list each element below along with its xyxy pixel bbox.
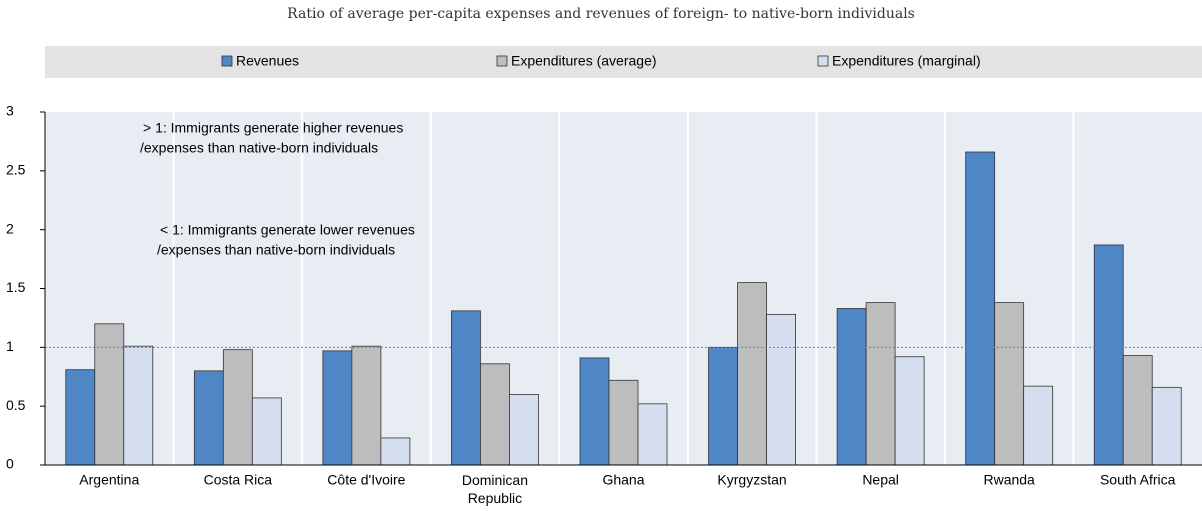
bar xyxy=(737,282,767,466)
legend-label: Expenditures (marginal) xyxy=(832,53,981,69)
y-tick-label: 2.5 xyxy=(6,162,26,178)
bar xyxy=(608,379,639,466)
bar xyxy=(193,370,224,466)
x-tick-label: South Africa xyxy=(1100,472,1176,488)
bar xyxy=(123,345,154,466)
legend-label: Revenues xyxy=(236,53,299,69)
x-tick-label: Dominican Republic xyxy=(462,472,528,506)
bar xyxy=(766,313,796,466)
x-tick-label: Nepal xyxy=(862,472,899,488)
bar xyxy=(451,310,481,466)
y-tick-label: 0 xyxy=(6,456,14,472)
legend-background xyxy=(45,46,1202,78)
bar xyxy=(894,356,925,466)
x-tick-label: Ghana xyxy=(602,472,644,488)
x-tick-label: Kyrgyzstan xyxy=(717,472,786,488)
bar xyxy=(1093,244,1124,466)
x-tick-label: Argentina xyxy=(79,472,139,488)
legend-swatch xyxy=(817,55,829,67)
bar xyxy=(708,346,738,466)
x-tick-label: Costa Rica xyxy=(204,472,273,488)
x-tick-label: Côte d'Ivoire xyxy=(327,472,405,488)
y-tick-label: 0.5 xyxy=(6,397,26,413)
y-tick-label: 1 xyxy=(6,338,14,354)
y-tick-label: 2 xyxy=(6,220,14,236)
legend-label: Expenditures (average) xyxy=(511,53,657,69)
annotation: < 1: Immigrants generate lower revenues xyxy=(160,222,415,238)
legend-swatch xyxy=(221,55,233,67)
bar xyxy=(836,308,867,466)
bar xyxy=(965,151,996,466)
bar xyxy=(380,437,411,466)
y-tick-label: 1.5 xyxy=(6,279,26,295)
bar xyxy=(351,345,382,466)
chart-subtitle: Ratio of average per-capita expenses and… xyxy=(287,6,915,22)
annotation: > 1: Immigrants generate higher revenues xyxy=(143,120,403,136)
bar xyxy=(480,363,510,466)
bar xyxy=(251,397,282,466)
bar xyxy=(1151,386,1182,466)
bar xyxy=(222,349,253,466)
bar xyxy=(322,350,353,466)
legend-swatch xyxy=(496,55,508,67)
bar xyxy=(1122,355,1153,466)
bar xyxy=(65,369,96,466)
x-tick-label: Rwanda xyxy=(983,472,1035,488)
bar xyxy=(579,357,610,466)
bar xyxy=(1023,385,1054,466)
bar xyxy=(994,302,1025,466)
y-tick-label: 3 xyxy=(6,103,14,119)
annotation: /expenses than native-born individuals xyxy=(157,242,395,258)
bar xyxy=(865,302,896,466)
bar xyxy=(637,403,668,466)
bar xyxy=(94,323,125,466)
annotation: /expenses than native-born individuals xyxy=(140,140,378,156)
bar xyxy=(509,393,539,466)
